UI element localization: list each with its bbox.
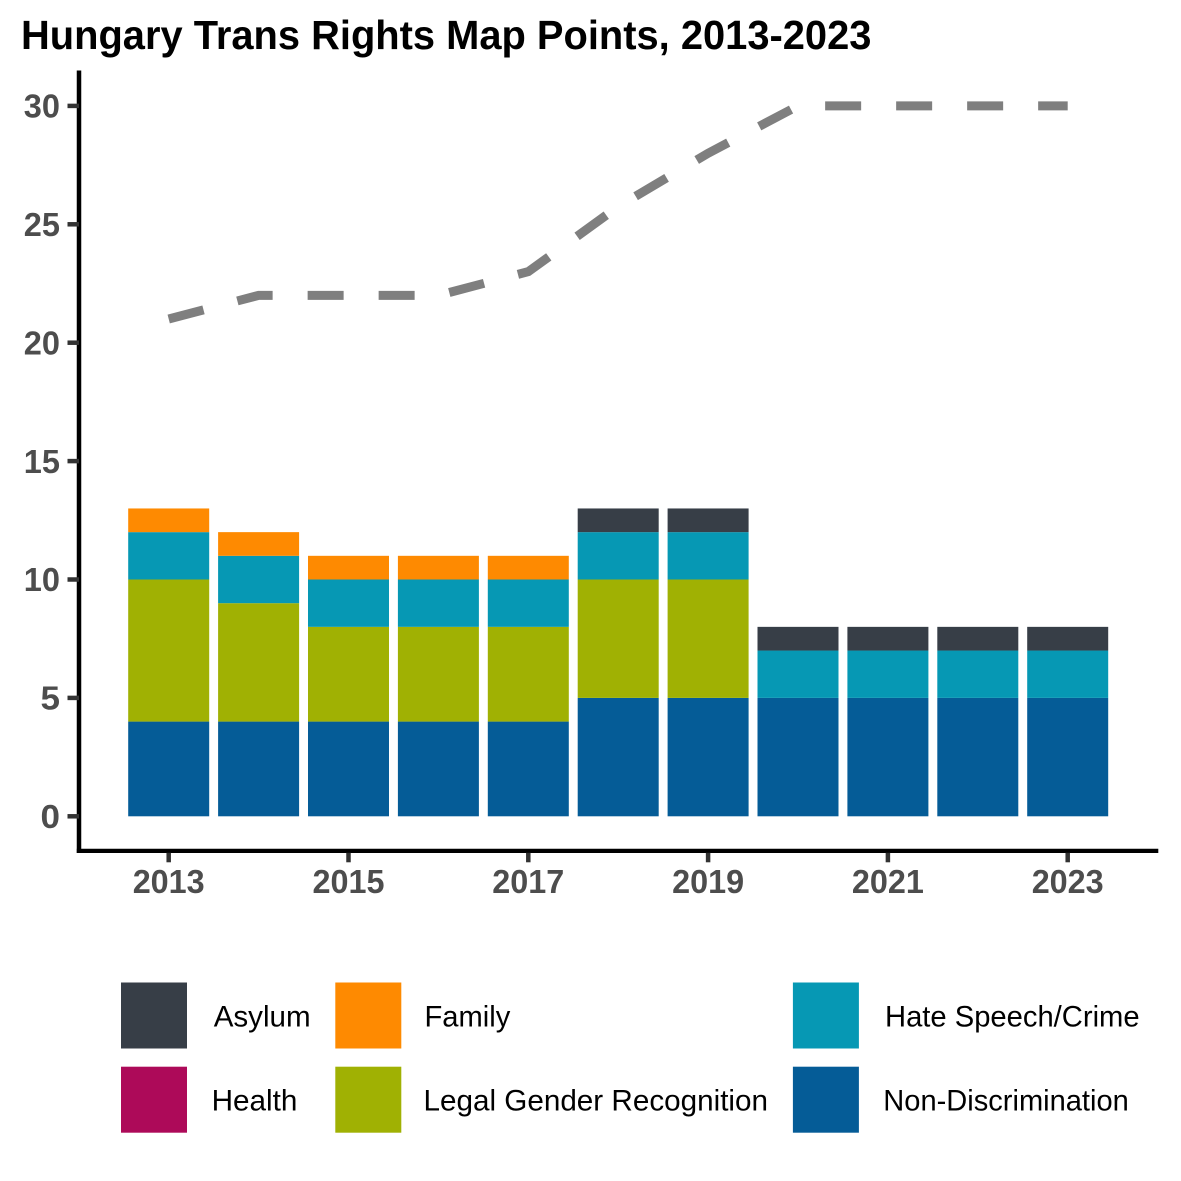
svg-text:Hate Speech/Crime: Hate Speech/Crime <box>885 1000 1140 1033</box>
svg-text:15: 15 <box>24 444 60 481</box>
svg-text:2017: 2017 <box>492 864 564 901</box>
svg-text:Legal Gender Recognition: Legal Gender Recognition <box>424 1085 769 1118</box>
svg-text:Hungary Trans Rights Map Point: Hungary Trans Rights Map Points, 2013-20… <box>21 12 871 58</box>
svg-text:25: 25 <box>24 207 60 244</box>
svg-text:Family: Family <box>425 1000 511 1033</box>
svg-text:2019: 2019 <box>672 864 744 901</box>
svg-text:2021: 2021 <box>852 864 924 901</box>
svg-text:10: 10 <box>24 562 60 599</box>
svg-text:2023: 2023 <box>1032 864 1104 901</box>
svg-text:Non-Discrimination: Non-Discrimination <box>883 1085 1129 1118</box>
svg-text:30: 30 <box>24 89 60 126</box>
svg-text:Asylum: Asylum <box>214 1000 311 1033</box>
svg-text:20: 20 <box>24 325 60 362</box>
svg-text:2015: 2015 <box>313 864 385 901</box>
svg-text:2013: 2013 <box>133 864 205 901</box>
svg-text:Health: Health <box>212 1085 298 1118</box>
svg-text:5: 5 <box>41 681 61 718</box>
svg-text:0: 0 <box>41 799 61 836</box>
